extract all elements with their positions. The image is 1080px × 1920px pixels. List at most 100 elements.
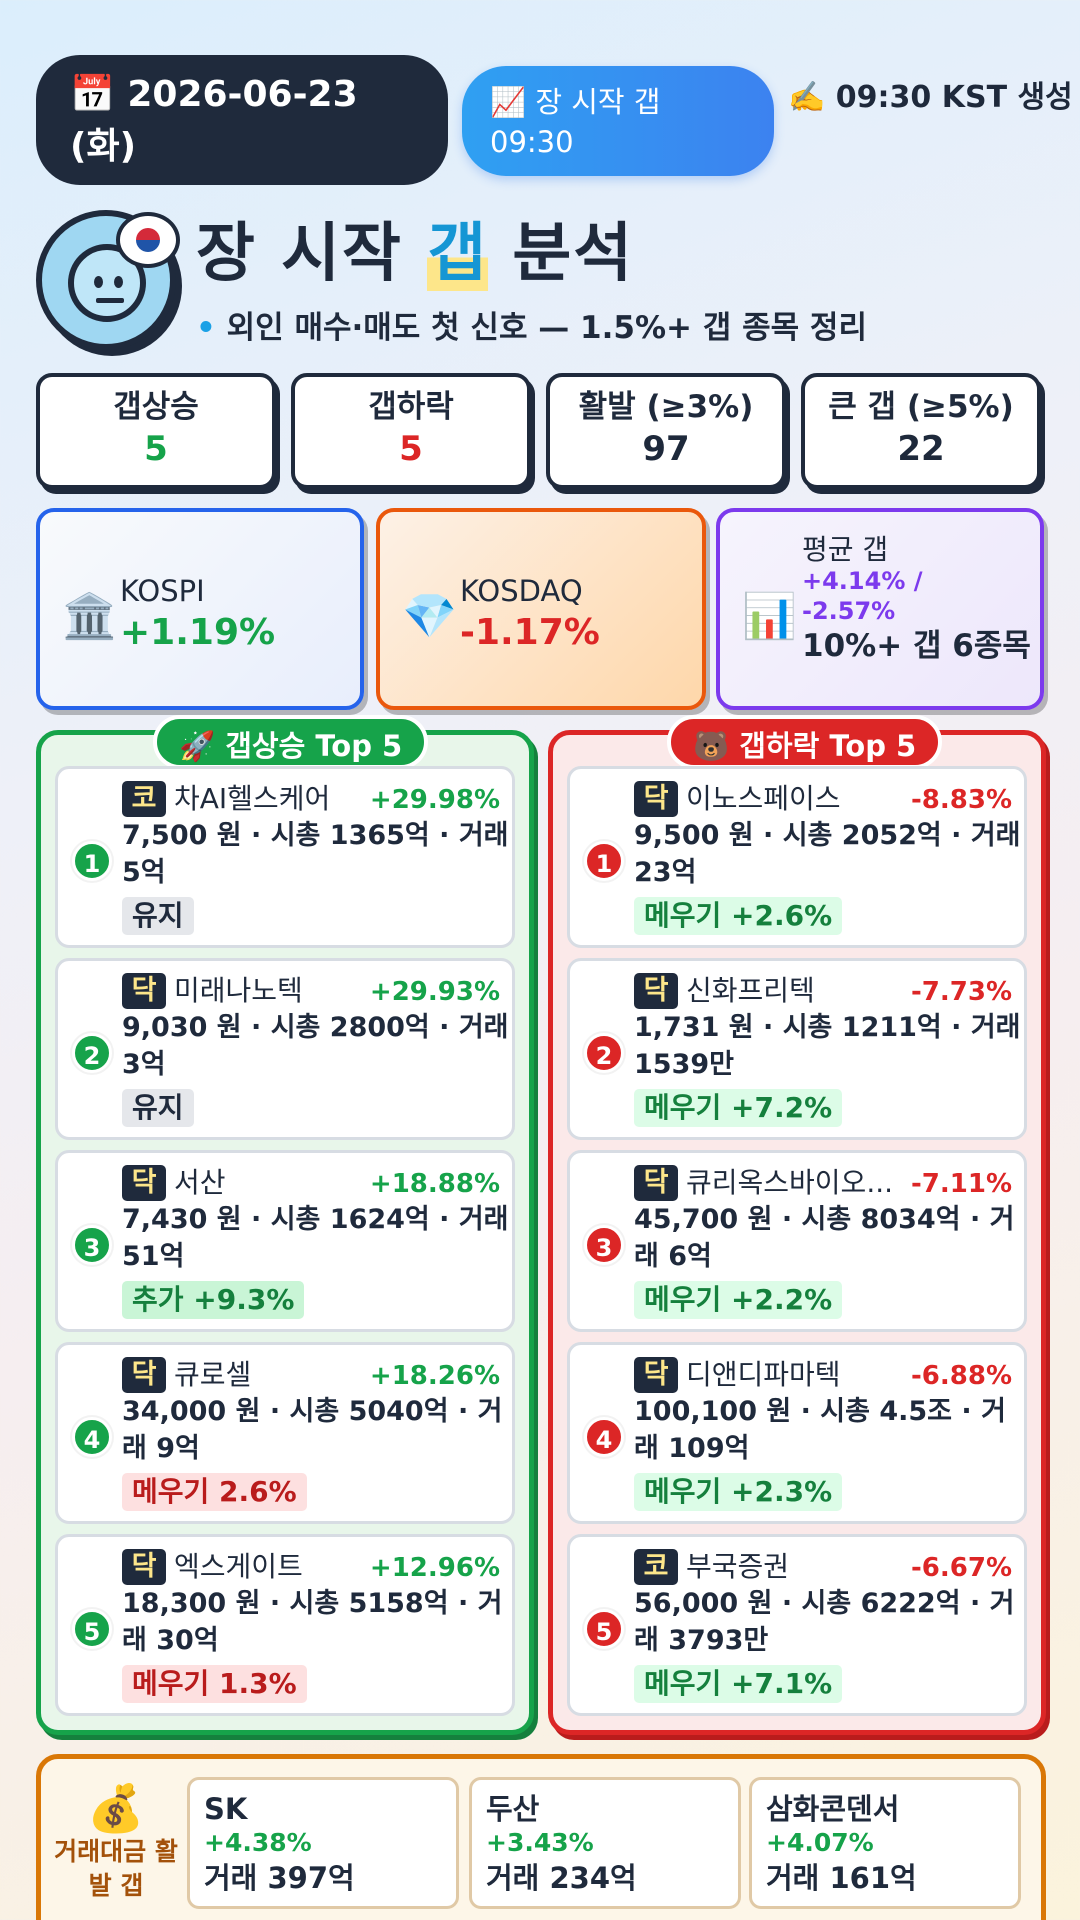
status-badge: 유지 bbox=[122, 897, 194, 935]
stock-change: -6.88% bbox=[911, 1361, 1012, 1391]
kospi-label: KOSPI bbox=[120, 574, 205, 608]
rank-badge: 5 bbox=[584, 1609, 624, 1649]
market-badge: 닥 bbox=[634, 781, 678, 817]
list-item[interactable]: 3 닥 서산 +18.88% 7,430 원 · 시총 1624억 · 거래 5… bbox=[55, 1150, 515, 1332]
kosdaq-change: -1.17% bbox=[460, 612, 600, 653]
volume-item-change: +3.43% bbox=[486, 1828, 594, 1857]
gem-icon: 💎 bbox=[402, 591, 457, 642]
list-item[interactable]: 4 닥 큐로셀 +18.26% 34,000 원 · 시총 5040억 · 거래… bbox=[55, 1342, 515, 1524]
stat-label: 갭하락 bbox=[368, 389, 454, 425]
page-title: 장 시작 갭 분석 bbox=[196, 202, 634, 294]
market-badge: 코 bbox=[634, 1549, 678, 1585]
stock-change: +18.26% bbox=[369, 1361, 500, 1391]
stock-change: +29.93% bbox=[369, 977, 500, 1007]
rank-badge: 5 bbox=[72, 1609, 112, 1649]
market-badge: 닥 bbox=[122, 973, 166, 1009]
title-highlight: 갭 bbox=[427, 217, 489, 291]
volume-item-name: 삼화콘덴서 bbox=[766, 1792, 900, 1826]
stock-change: -7.11% bbox=[911, 1169, 1012, 1199]
list-item[interactable]: 2 닥 미래나노텍 +29.93% 9,030 원 · 시총 2800억 · 거… bbox=[55, 958, 515, 1140]
stock-name: 미래나노텍 bbox=[174, 974, 303, 1007]
volume-header: 💰 거래대금 활발 갭 bbox=[51, 1781, 181, 1903]
volume-item[interactable]: SK +4.38% 거래 397억 bbox=[187, 1777, 459, 1909]
list-item[interactable]: 5 코 부국증권 -6.67% 56,000 원 · 시총 6222억 · 거래… bbox=[567, 1534, 1027, 1716]
session-text: 📈 장 시작 갭 09:30 bbox=[490, 85, 661, 159]
stat-label: 큰 갭 (≥5%) bbox=[828, 389, 1014, 425]
list-item[interactable]: 4 닥 디앤디파마텍 -6.88% 100,100 원 · 시총 4.5조 · … bbox=[567, 1342, 1027, 1524]
stat-gap-down: 갭하락 5 bbox=[291, 373, 531, 489]
kospi-card: 🏛️ KOSPI +1.19% bbox=[36, 508, 364, 710]
kosdaq-card: 💎 KOSDAQ -1.17% bbox=[376, 508, 706, 710]
stock-change: -6.67% bbox=[911, 1553, 1012, 1583]
date-text: 📅 2026-06-23 (화) bbox=[70, 74, 358, 167]
stock-name: 차AI헬스케어 bbox=[174, 782, 331, 815]
avg-gap-value: +4.14% / -2.57% bbox=[802, 567, 923, 625]
rank-badge: 2 bbox=[72, 1033, 112, 1073]
volume-label: 거래대금 활발 갭 bbox=[54, 1837, 178, 1900]
stock-detail: 7,430 원 · 시총 1624억 · 거래 51억 bbox=[122, 1204, 509, 1272]
volume-panel: 💰 거래대금 활발 갭 SK +4.38% 거래 397억 두산 +3.43% … bbox=[36, 1754, 1046, 1920]
stock-name: 부국증권 bbox=[686, 1550, 790, 1583]
volume-item-amount: 거래 234억 bbox=[486, 1861, 637, 1895]
generated-note: ✍️ 09:30 KST 생성 bbox=[788, 80, 1073, 115]
status-badge: 메우기 +2.3% bbox=[634, 1473, 843, 1511]
market-badge: 닥 bbox=[122, 1165, 166, 1201]
status-badge: 메우기 +7.2% bbox=[634, 1089, 843, 1127]
stock-detail: 34,000 원 · 시총 5040억 · 거래 9억 bbox=[122, 1396, 503, 1464]
kosdaq-label: KOSDAQ bbox=[460, 574, 583, 608]
money-bag-icon: 💰 bbox=[87, 1781, 145, 1835]
stock-detail: 18,300 원 · 시총 5158억 · 거래 30억 bbox=[122, 1588, 503, 1656]
market-badge: 닥 bbox=[634, 973, 678, 1009]
volume-item[interactable]: 삼화콘덴서 +4.07% 거래 161억 bbox=[749, 1777, 1021, 1909]
stat-label: 활발 (≥3%) bbox=[578, 389, 754, 425]
stock-change: +18.88% bbox=[369, 1169, 500, 1199]
stock-detail: 7,500 원 · 시총 1365억 · 거래 5억 bbox=[122, 820, 509, 888]
list-item[interactable]: 1 코 차AI헬스케어 +29.98% 7,500 원 · 시총 1365억 ·… bbox=[55, 766, 515, 948]
rank-badge: 3 bbox=[72, 1225, 112, 1265]
list-item[interactable]: 5 닥 엑스게이트 +12.96% 18,300 원 · 시총 5158억 · … bbox=[55, 1534, 515, 1716]
volume-item-change: +4.07% bbox=[766, 1828, 874, 1857]
list-item[interactable]: 2 닥 신화프리텍 -7.73% 1,731 원 · 시총 1211억 · 거래… bbox=[567, 958, 1027, 1140]
stock-detail: 56,000 원 · 시총 6222억 · 거래 3793만 bbox=[634, 1588, 1015, 1656]
market-badge: 코 bbox=[122, 781, 166, 817]
korea-flag-icon bbox=[116, 212, 180, 268]
stock-name: 서산 bbox=[174, 1166, 226, 1199]
market-badge: 닥 bbox=[634, 1165, 678, 1201]
list-item[interactable]: 1 닥 이노스페이스 -8.83% 9,500 원 · 시총 2052억 · 거… bbox=[567, 766, 1027, 948]
stock-name: 이노스페이스 bbox=[686, 782, 841, 815]
page-subtitle: • 외인 매수·매도 첫 신호 — 1.5%+ 갭 종목 정리 bbox=[196, 302, 867, 347]
avg-gap-note: 10%+ 갭 6종목 bbox=[802, 628, 1031, 664]
gap-up-panel: 🚀 갭상승 Top 5 1 코 차AI헬스케어 +29.98% 7,500 원 … bbox=[36, 715, 534, 1735]
volume-item[interactable]: 두산 +3.43% 거래 234억 bbox=[469, 1777, 741, 1909]
title-prefix: 장 시작 bbox=[196, 217, 428, 291]
stat-value: 5 bbox=[399, 429, 423, 469]
gap-down-title: 🐻 갭하락 Top 5 bbox=[667, 715, 943, 769]
market-badge: 닥 bbox=[634, 1357, 678, 1393]
gap-up-title: 🚀 갭상승 Top 5 bbox=[153, 715, 429, 769]
stock-detail: 9,500 원 · 시총 2052억 · 거래 23억 bbox=[634, 820, 1021, 888]
status-badge: 메우기 +2.6% bbox=[634, 897, 843, 935]
bank-icon: 🏛️ bbox=[62, 591, 117, 642]
bar-chart-icon: 📊 bbox=[742, 591, 797, 642]
stock-name: 엑스게이트 bbox=[174, 1550, 303, 1583]
rank-badge: 1 bbox=[72, 841, 112, 881]
status-badge: 추가 +9.3% bbox=[122, 1281, 305, 1319]
stock-name: 큐리옥스바이오... bbox=[686, 1166, 894, 1199]
stock-change: +29.98% bbox=[369, 785, 500, 815]
volume-item-amount: 거래 397억 bbox=[204, 1861, 355, 1895]
stat-active: 활발 (≥3%) 97 bbox=[546, 373, 786, 489]
session-badge[interactable]: 📈 장 시작 갭 09:30 bbox=[462, 66, 774, 176]
stock-detail: 100,100 원 · 시총 4.5조 · 거래 109억 bbox=[634, 1396, 1006, 1464]
stock-change: -8.83% bbox=[911, 785, 1012, 815]
date-badge: 📅 2026-06-23 (화) bbox=[36, 55, 448, 185]
list-item[interactable]: 3 닥 큐리옥스바이오... -7.11% 45,700 원 · 시총 8034… bbox=[567, 1150, 1027, 1332]
stat-value: 22 bbox=[897, 429, 945, 469]
stat-label: 갭상승 bbox=[113, 389, 199, 425]
rank-badge: 2 bbox=[584, 1033, 624, 1073]
kospi-change: +1.19% bbox=[120, 612, 276, 653]
volume-item-name: 두산 bbox=[486, 1792, 540, 1826]
volume-item-name: SK bbox=[204, 1792, 248, 1826]
rank-badge: 1 bbox=[584, 841, 624, 881]
market-badge: 닥 bbox=[122, 1549, 166, 1585]
rank-badge: 4 bbox=[72, 1417, 112, 1457]
